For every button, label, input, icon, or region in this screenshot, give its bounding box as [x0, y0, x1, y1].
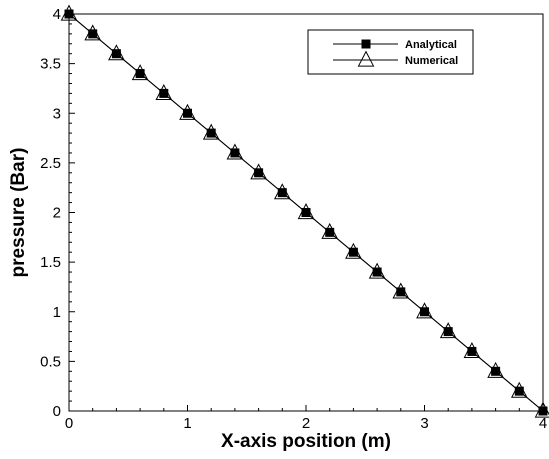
data-point-numerical: [510, 381, 528, 398]
data-point-numerical: [439, 322, 457, 339]
data-point-numerical: [487, 361, 504, 378]
data-point-numerical: [392, 282, 410, 299]
y-tick-label: 0.5: [40, 353, 61, 370]
data-point-numerical: [131, 64, 149, 81]
data-point-numerical: [179, 103, 196, 120]
data-point-numerical: [368, 262, 386, 279]
data-point-numerical: [463, 341, 481, 359]
x-tick-label: 1: [183, 415, 191, 432]
y-axis-title: pressure (Bar): [8, 148, 29, 278]
legend-marker-numerical: [357, 50, 375, 67]
x-tick-label: 4: [539, 415, 547, 432]
data-point-numerical: [84, 24, 102, 41]
x-axis-title: X-axis position (m): [221, 431, 391, 452]
data-point-numerical: [416, 302, 433, 319]
y-tick-label: 2.5: [40, 155, 61, 172]
y-tick-label: 1.5: [40, 254, 61, 271]
data-point-numerical: [534, 401, 549, 418]
legend-marker-analytical: [361, 39, 371, 49]
legend-label-numerical: Numerical: [405, 55, 458, 67]
data-point-numerical: [226, 143, 244, 160]
data-point-numerical: [345, 242, 362, 259]
data-point-numerical: [321, 222, 339, 239]
y-axis-ticks: 0 0.5 1 1.5 2 2.5 3 3.5 4: [40, 6, 75, 420]
legend: Analytical Numerical: [307, 29, 474, 75]
y-tick-label: 2: [53, 205, 61, 222]
series-markers: [60, 4, 549, 418]
data-point-numerical: [250, 163, 267, 180]
data-point-numerical: [108, 44, 125, 61]
y-tick-label: 3.5: [40, 56, 61, 73]
data-point-numerical: [273, 183, 291, 200]
x-axis-ticks: 0 1 2 3 4: [65, 405, 547, 432]
data-point-numerical: [60, 4, 78, 21]
legend-box: [307, 29, 474, 75]
y-tick-label: 3: [53, 105, 61, 122]
y-tick-label: 4: [53, 6, 61, 23]
data-point-numerical: [297, 203, 315, 220]
x-tick-label: 3: [420, 415, 428, 432]
legend-label-analytical: Analytical: [405, 39, 457, 51]
data-point-numerical: [202, 123, 220, 140]
data-point-numerical: [155, 83, 173, 100]
x-tick-label: 2: [302, 415, 310, 432]
y-tick-label: 0: [53, 403, 61, 420]
y-tick-label: 1: [53, 304, 61, 321]
x-tick-label: 0: [65, 415, 73, 432]
